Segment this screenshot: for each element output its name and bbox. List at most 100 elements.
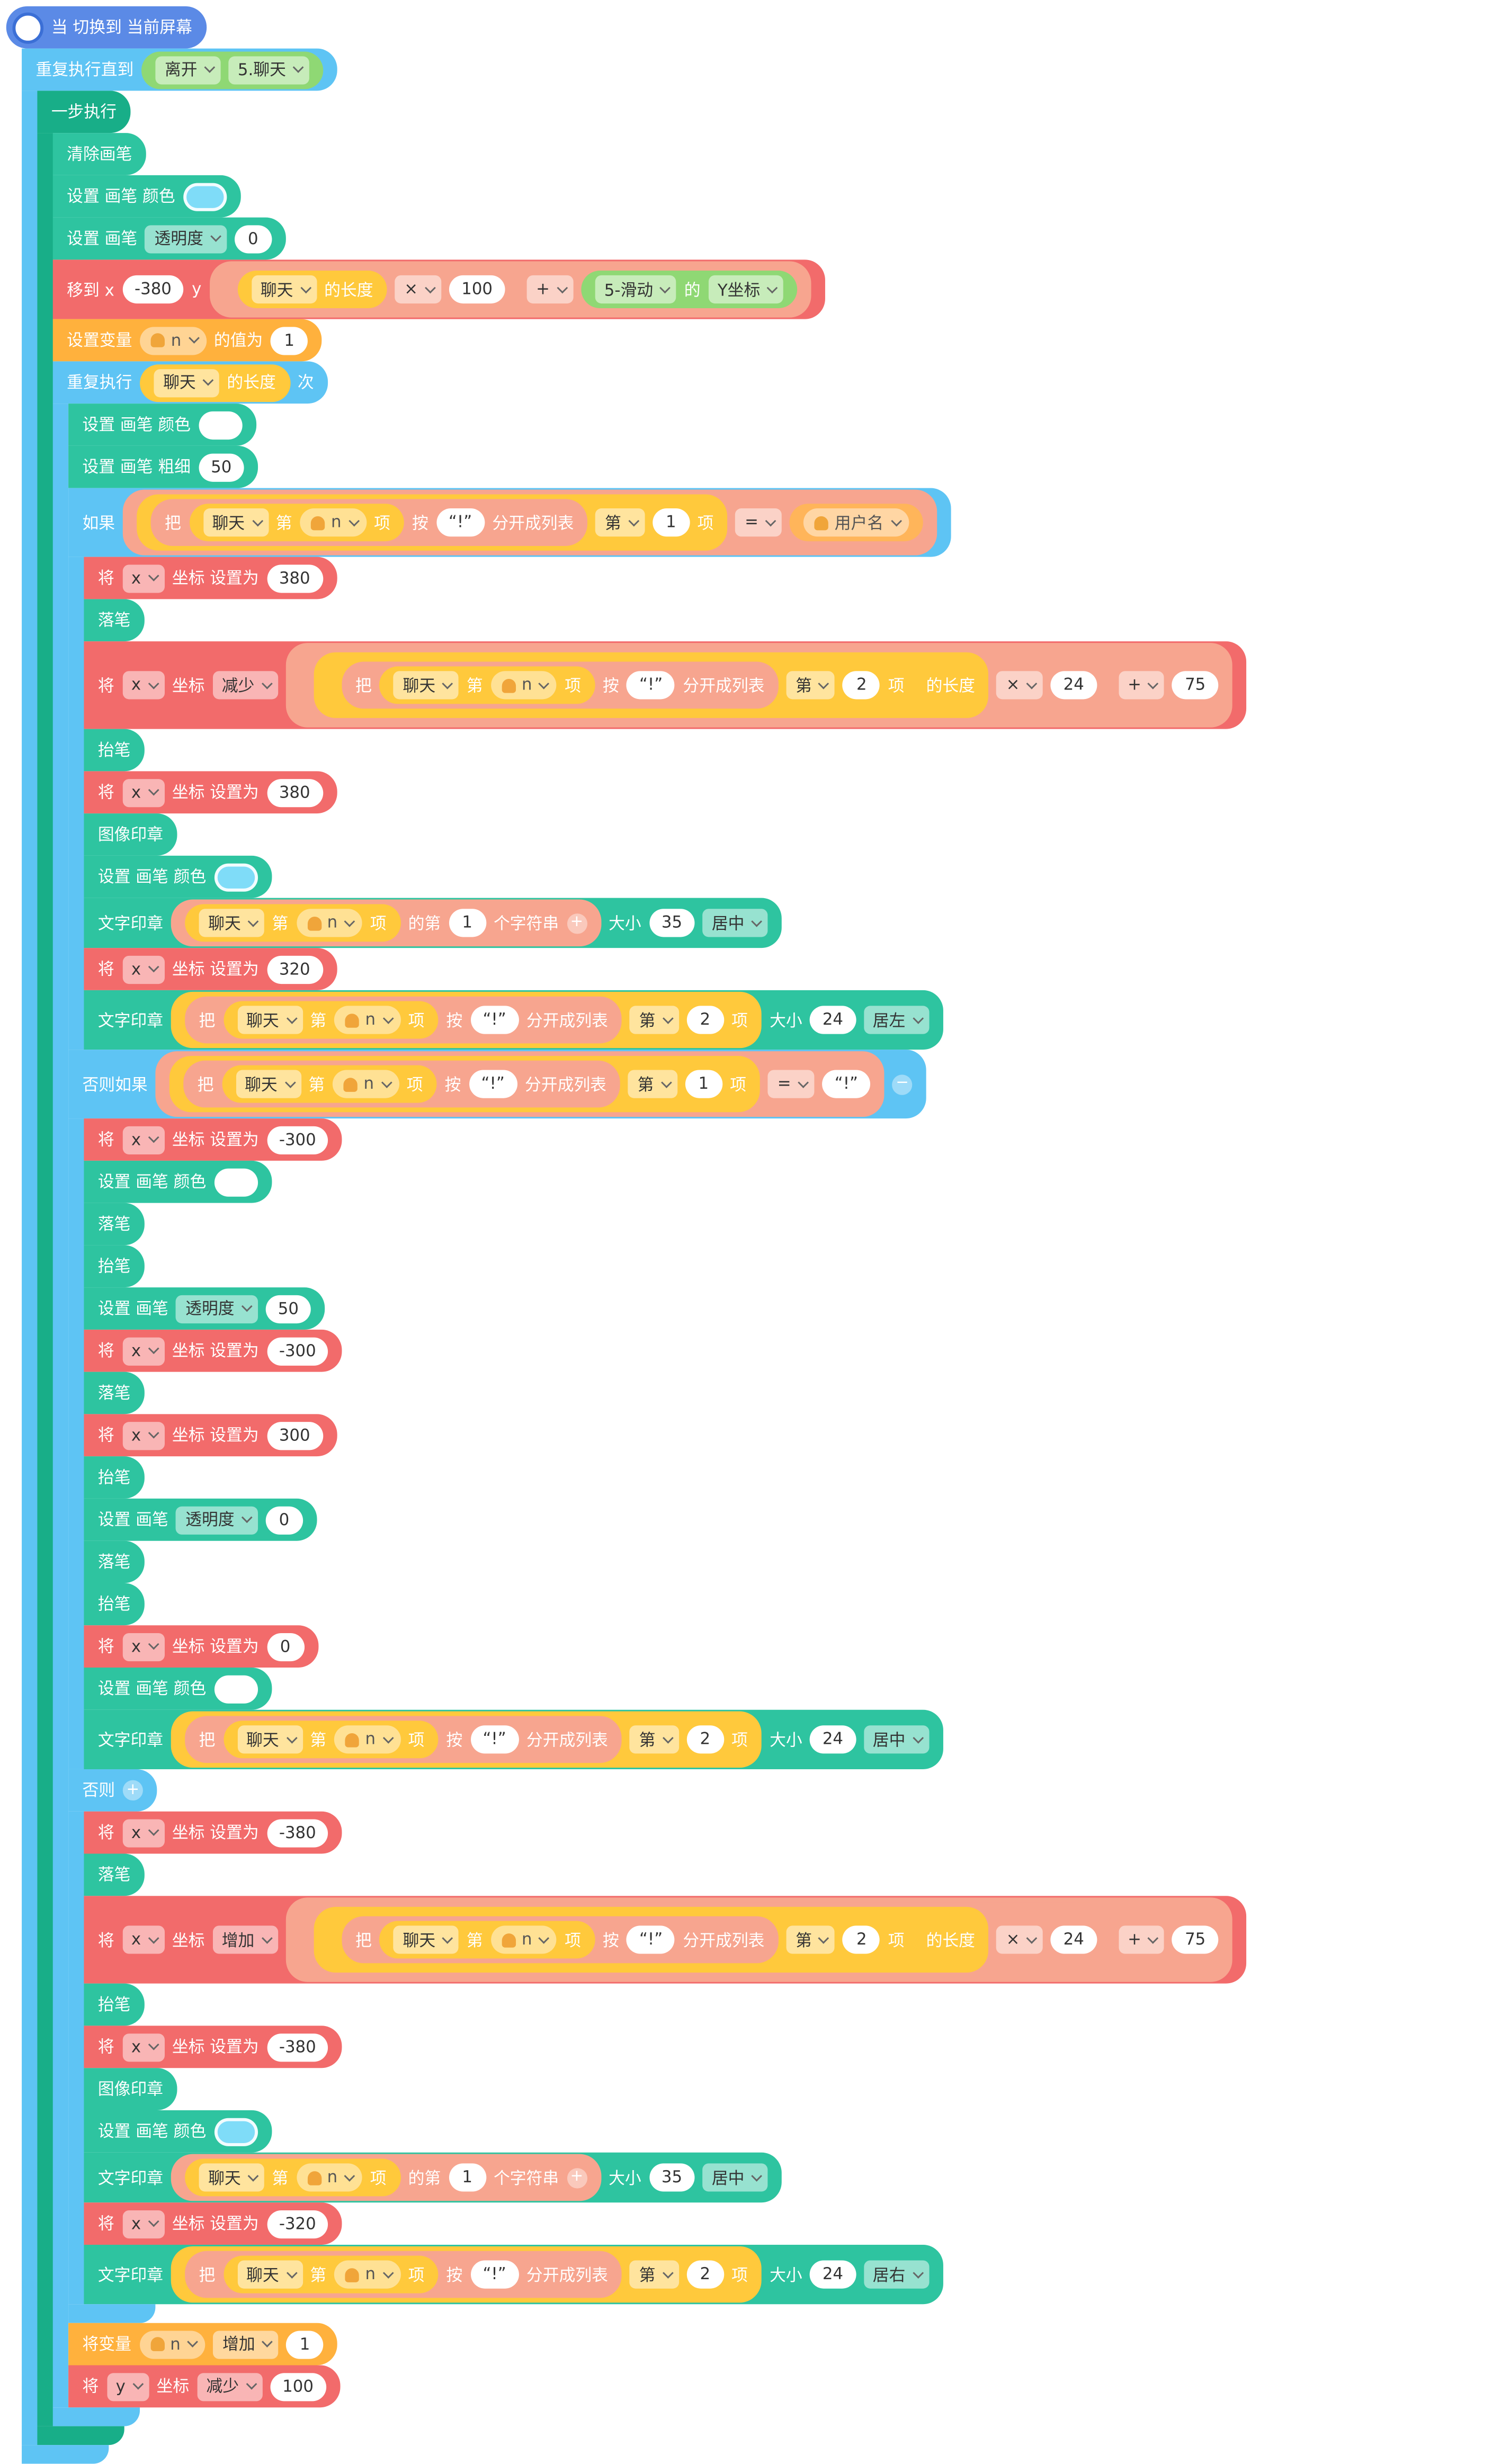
dropdown[interactable]: 聊天 — [154, 368, 219, 397]
block-row[interactable]: 如果把聊天第 n 项按 “!” 分开成列表第 1 项 = 用户名 — [68, 488, 951, 557]
variable[interactable]: n — [300, 508, 367, 537]
input[interactable]: 2 — [686, 1725, 724, 1754]
dropdown[interactable]: + — [526, 275, 574, 304]
block-row[interactable]: 设置 画笔 透明度 0 — [52, 217, 286, 260]
block-row[interactable]: 设置 画笔 透明度 50 — [84, 1287, 325, 1330]
block-row[interactable]: 文字印章把聊天第 n 项按 “!” 分开成列表第 2 项大小 24 居左 — [84, 990, 943, 1050]
input[interactable]: “!” — [470, 1725, 519, 1754]
block-row[interactable]: 清除画笔 — [52, 133, 146, 175]
reporter[interactable]: 把聊天第 n 项按 “!” 分开成列表 — [183, 1060, 621, 1108]
dropdown[interactable]: x — [122, 563, 165, 593]
block-row[interactable]: 抬笔 — [84, 1583, 145, 1626]
input[interactable]: 35 — [649, 2163, 695, 2192]
toggle-button[interactable]: + — [566, 2167, 587, 2188]
block-row[interactable]: 落笔 — [84, 1853, 145, 1896]
input[interactable]: 0 — [266, 1632, 304, 1661]
dropdown[interactable]: x — [122, 1125, 165, 1154]
dropdown[interactable]: Y坐标 — [708, 275, 784, 304]
dropdown[interactable]: 居中 — [863, 1725, 929, 1754]
reporter[interactable]: 聊天第 n 项 — [185, 2158, 400, 2197]
input[interactable]: 2 — [686, 1006, 724, 1034]
input[interactable]: 100 — [270, 2372, 326, 2400]
dropdown[interactable]: 聊天 — [393, 671, 459, 700]
block-row[interactable]: 落笔 — [84, 1203, 145, 1246]
dropdown[interactable]: 第 — [630, 2260, 679, 2289]
dropdown[interactable]: 聊天 — [237, 1725, 302, 1754]
dropdown[interactable]: x — [122, 778, 165, 807]
variable[interactable]: 用户名 — [803, 508, 909, 537]
block-row[interactable]: 图像印章 — [84, 2068, 177, 2110]
reporter[interactable]: 5-滑动的 Y坐标 — [580, 271, 798, 308]
reporter[interactable]: 聊天 的长度 — [140, 363, 290, 401]
reporter[interactable]: 把聊天第 n 项按 “!” 分开成列表第 2 项 — [327, 657, 918, 714]
variable[interactable]: n — [490, 1925, 557, 1954]
toggle-button[interactable]: + — [566, 912, 587, 934]
dropdown[interactable]: 第 — [786, 1925, 835, 1954]
reporter[interactable]: 用户名 — [789, 504, 923, 542]
input[interactable]: -300 — [266, 1125, 329, 1154]
variable[interactable]: n — [139, 2329, 206, 2359]
reporter[interactable]: 聊天 的长度 — [237, 271, 387, 308]
input[interactable]: 0 — [265, 1506, 303, 1534]
variable[interactable]: n — [296, 2163, 363, 2192]
input[interactable]: “!” — [436, 508, 485, 537]
block-row[interactable]: 落笔 — [84, 1372, 145, 1414]
input[interactable]: -380 — [122, 275, 184, 304]
dropdown[interactable]: 聊天 — [393, 1925, 459, 1954]
block-row[interactable]: 设置 画笔 颜色 — [84, 1667, 272, 1710]
dropdown[interactable]: 第 — [630, 1006, 679, 1034]
input[interactable]: 1 — [652, 508, 690, 537]
dropdown[interactable]: y — [106, 2372, 149, 2400]
variable[interactable]: n — [140, 326, 207, 355]
dropdown[interactable]: x — [122, 1925, 165, 1954]
dropdown[interactable]: 5.聊天 — [228, 55, 309, 84]
dropdown[interactable]: 第 — [628, 1070, 677, 1098]
dropdown[interactable]: 第 — [786, 671, 835, 700]
block-row[interactable]: 落笔 — [84, 1540, 145, 1583]
reporter[interactable]: 把聊天第 n 项按 “!” 分开成列表第 2 项的长度 × 24 — [299, 1902, 1111, 1977]
block-row[interactable]: 设置 画笔 颜色 — [84, 2110, 272, 2153]
dropdown[interactable]: = — [735, 508, 782, 537]
block-row[interactable]: 文字印章把聊天第 n 项按 “!” 分开成列表第 2 项大小 24 居右 — [84, 2244, 943, 2305]
input[interactable]: 2 — [843, 671, 881, 700]
dropdown[interactable]: 第 — [630, 1725, 679, 1754]
input[interactable]: 24 — [1051, 671, 1097, 700]
reporter[interactable]: 把聊天第 n 项按 “!” 分开成列表 — [341, 661, 779, 709]
block-row[interactable]: 将 x 坐标 设置为 320 — [84, 948, 337, 990]
input[interactable]: 320 — [266, 955, 323, 983]
input[interactable]: 1 — [448, 909, 486, 937]
event-block[interactable]: 当 切换到 当前屏幕 — [6, 6, 207, 49]
input[interactable]: “!” — [627, 671, 675, 700]
variable[interactable]: n — [332, 1070, 399, 1098]
block-row[interactable]: 将 x 坐标 设置为 380 — [84, 771, 337, 814]
block-row[interactable]: 落笔 — [84, 599, 145, 642]
block-row[interactable]: 将 x 坐标 减少把聊天第 n 项按 “!” 分开成列表第 2 项的长度 × 24 +75 — [84, 641, 1246, 729]
input[interactable]: 24 — [1051, 1925, 1097, 1954]
block-row[interactable]: 重复执行 聊天 的长度次 — [52, 361, 328, 404]
dropdown[interactable]: 减少 — [196, 2372, 263, 2400]
reporter[interactable]: 聊天第 n 项 — [189, 504, 405, 542]
reporter[interactable]: 把聊天第 n 项按 “!” 分开成列表 — [185, 1716, 622, 1763]
reporter[interactable]: 聊天 的长度 × 100 +5-滑动的 Y坐标 — [209, 261, 812, 318]
dropdown[interactable]: x — [122, 2209, 165, 2238]
block-row[interactable]: 一步执行 — [37, 91, 131, 133]
input[interactable]: 50 — [198, 453, 244, 481]
block-row[interactable]: 将 x 坐标 设置为 -320 — [84, 2202, 343, 2245]
reporter[interactable]: 把聊天第 n 项按 “!” 分开成列表第 2 项的长度 × 24 +75 — [285, 1897, 1232, 1982]
reporter[interactable]: 聊天第 n 项的第 1 个字符串 + — [171, 2154, 601, 2201]
input[interactable]: -380 — [266, 2032, 329, 2061]
variable[interactable]: n — [334, 1006, 400, 1034]
reporter[interactable]: 离开 5.聊天 — [141, 51, 324, 88]
dropdown[interactable]: 第 — [595, 508, 645, 537]
color-swatch[interactable] — [198, 410, 242, 439]
reporter[interactable]: 把聊天第 n 项按 “!” 分开成列表 — [185, 2251, 622, 2298]
input[interactable]: “!” — [470, 1006, 519, 1034]
input[interactable]: “!” — [470, 2260, 519, 2289]
block-row[interactable]: 文字印章把聊天第 n 项按 “!” 分开成列表第 2 项大小 24 居中 — [84, 1709, 943, 1769]
block-row[interactable]: 将 x 坐标 设置为 -300 — [84, 1329, 343, 1372]
block-row[interactable]: 将 x 坐标 设置为 300 — [84, 1414, 337, 1457]
input[interactable]: 24 — [810, 2260, 856, 2289]
reporter[interactable]: 聊天第 n 项 — [379, 1921, 595, 1959]
block-row[interactable]: 设置 画笔 颜色 — [84, 855, 272, 898]
reporter[interactable]: 把聊天第 n 项按 “!” 分开成列表第 2 项的长度 × 24 — [299, 647, 1111, 723]
